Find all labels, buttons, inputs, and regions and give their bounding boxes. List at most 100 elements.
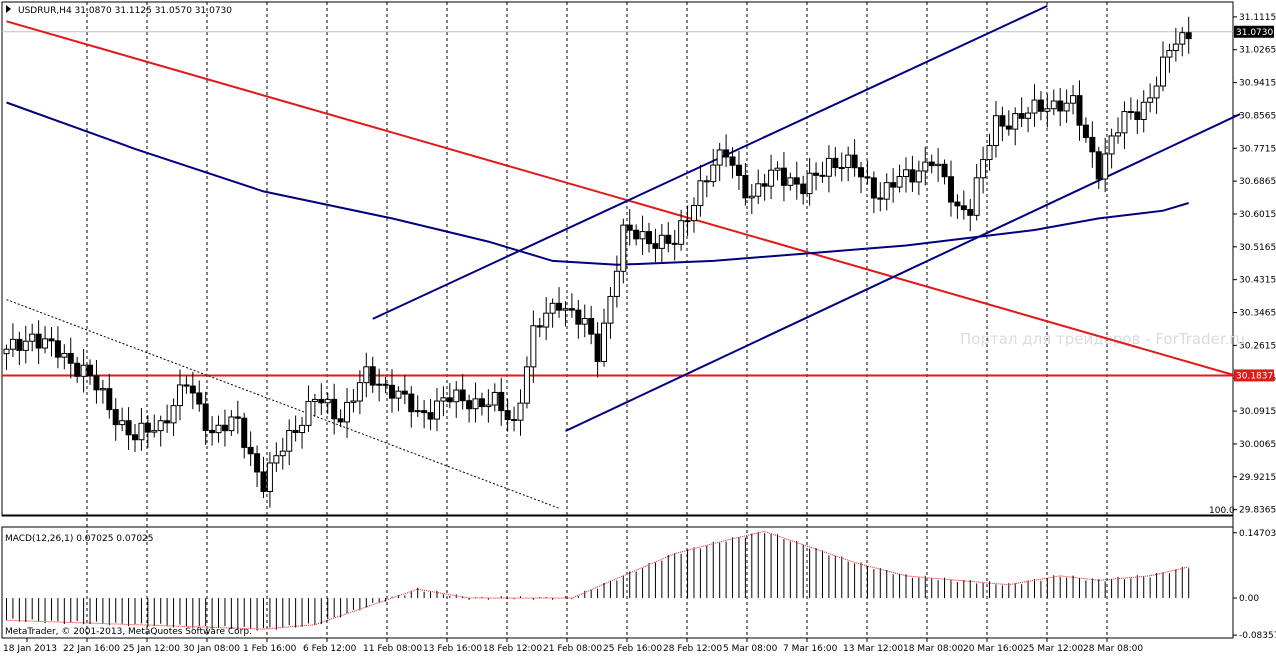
candles	[3, 16, 1192, 508]
candle-body	[601, 322, 608, 362]
candle-body	[459, 389, 466, 402]
candle-body	[858, 167, 865, 178]
symbol-icon	[6, 5, 11, 13]
candle-body	[286, 430, 293, 452]
candle-body	[453, 389, 460, 403]
candle-body	[922, 161, 929, 172]
candle-body	[813, 172, 820, 176]
candle-body	[491, 391, 498, 406]
candle-body	[209, 429, 216, 434]
candle-body	[1179, 32, 1186, 45]
level-lines	[2, 31, 1233, 377]
candle-body	[504, 410, 511, 421]
candle-body	[1153, 85, 1160, 99]
price-axis: 31.1115 31.0265 30.9415 30.8565 30.7715 30.68…	[1233, 13, 1276, 516]
candle-body	[164, 420, 171, 424]
candle-body	[646, 231, 652, 245]
candle-body	[35, 333, 42, 349]
candle-body	[511, 419, 518, 422]
candle-body	[723, 149, 730, 158]
time-label: 7 Mar 16:00	[783, 644, 838, 654]
candle-body	[382, 383, 389, 386]
time-label: 18 Jan 2013	[3, 644, 57, 654]
price-tick-label: 30.9415	[1239, 79, 1276, 89]
candle-body	[1057, 100, 1064, 112]
price-tick-label: 30.4315	[1239, 276, 1276, 286]
candle-body	[1082, 124, 1089, 138]
candle-body	[1005, 125, 1012, 130]
candle-body	[183, 384, 190, 387]
candle-body	[1172, 43, 1179, 52]
candle-body	[138, 422, 145, 441]
candle-body	[1076, 95, 1083, 126]
candle-body	[928, 161, 935, 167]
candle-body	[639, 231, 646, 240]
candle-body	[1063, 102, 1070, 112]
candle-body	[1089, 136, 1096, 153]
candle-body	[9, 338, 16, 350]
candle-body	[440, 397, 447, 402]
time-label: 25 Jan 12:00	[123, 644, 180, 654]
price-tick-label: 30.3465	[1239, 309, 1276, 319]
candle-body	[1140, 101, 1147, 120]
candle-body	[87, 364, 94, 377]
time-label: 13 Mar 12:00	[843, 644, 903, 654]
candle-body	[703, 180, 710, 183]
candle-body	[716, 149, 723, 166]
candle-body	[980, 159, 987, 179]
candle-body	[1108, 135, 1115, 155]
candle-body	[941, 163, 948, 178]
macd-tick-label: 0.00	[1239, 594, 1259, 604]
last-price-tag-bg	[1234, 25, 1274, 38]
channel-lower-line	[565, 113, 1241, 432]
candle-body	[903, 169, 909, 178]
candle-body	[517, 402, 524, 421]
candle-body	[318, 398, 325, 404]
candle-body	[408, 393, 415, 413]
candle-body	[498, 391, 505, 412]
candle-body	[1160, 56, 1166, 87]
candle-body	[626, 224, 633, 231]
candle-body	[864, 176, 871, 179]
candle-body	[729, 156, 736, 166]
candle-body	[151, 430, 158, 433]
candle-body	[973, 177, 980, 216]
candle-body	[780, 167, 787, 186]
candle-body	[1044, 108, 1051, 112]
candle-body	[106, 388, 113, 411]
price-tick-label: 30.0065	[1239, 440, 1276, 450]
candle-body	[620, 224, 627, 272]
candle-body	[1115, 132, 1122, 137]
candle-body	[575, 309, 582, 325]
candle-body	[845, 154, 852, 168]
candle-body	[369, 366, 376, 386]
candle-body	[665, 234, 672, 244]
resistance-trendline	[6, 20, 1241, 378]
candle-body	[99, 388, 106, 391]
candle-body	[93, 375, 100, 391]
price-tick-label: 30.6865	[1239, 177, 1276, 187]
candle-body	[735, 164, 742, 176]
candle-body	[350, 400, 357, 403]
price-tags: 31.0730 30.1837	[1234, 25, 1274, 382]
candle-body	[196, 392, 203, 405]
candle-body	[954, 201, 961, 207]
candle-body	[793, 177, 800, 185]
candle-body	[132, 434, 138, 441]
candle-body	[1070, 95, 1077, 104]
candle-body	[562, 308, 569, 311]
candle-body	[523, 366, 530, 404]
time-label: 1 Feb 16:00	[243, 644, 297, 654]
candle-body	[986, 144, 993, 161]
candle-body	[61, 352, 68, 358]
candle-body	[472, 398, 479, 410]
candle-body	[652, 243, 659, 249]
candle-body	[247, 446, 254, 455]
candle-body	[543, 312, 550, 328]
time-label: 22 Jan 16:00	[63, 644, 120, 654]
candle-body	[144, 422, 151, 433]
candle-body	[401, 390, 408, 395]
candle-body	[1012, 113, 1019, 130]
candle-body	[74, 362, 81, 377]
